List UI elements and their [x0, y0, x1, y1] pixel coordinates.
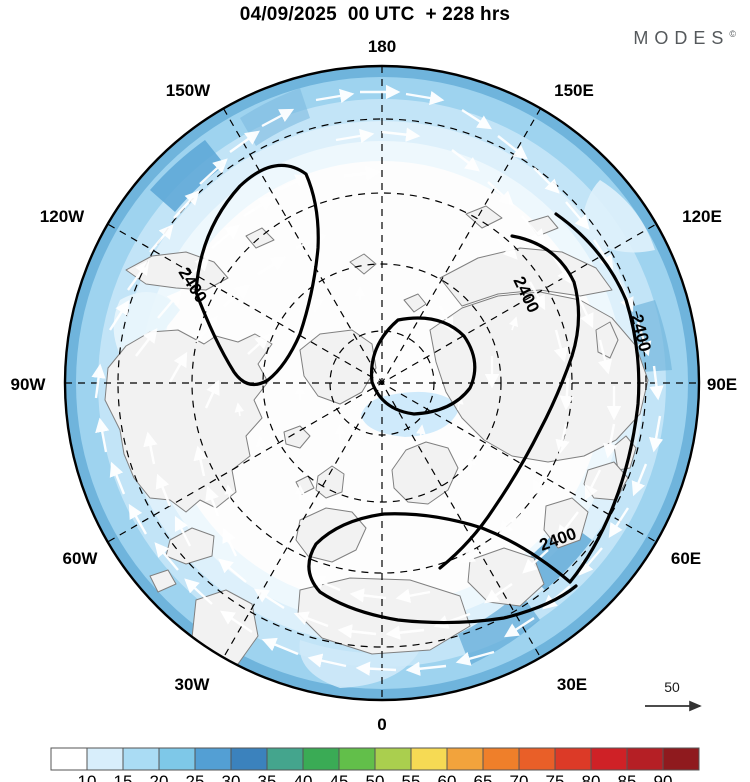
- contour-polar: [369, 316, 477, 416]
- colorbar-labels: 10 15 20 25 30 35 40 45 50 55 60 65 70 75 80 85 90: [78, 772, 673, 782]
- reference-vector: 50: [645, 679, 702, 712]
- height-contours: [194, 163, 641, 625]
- colorbar-cell: [410, 747, 448, 771]
- colorbar-cell: [158, 747, 196, 771]
- colorbar-cell: [554, 747, 592, 771]
- lon-label-120E: 120E: [682, 207, 722, 226]
- lon-label-90W: 90W: [11, 375, 47, 394]
- brand-logo: MODES©: [633, 28, 736, 49]
- lon-label-180: 180: [368, 37, 396, 56]
- contour-south: [307, 512, 578, 625]
- colorbar-cell: [338, 747, 376, 771]
- colorbar-tick-label: 45: [330, 772, 349, 782]
- colorbar-tick-label: 25: [186, 772, 205, 782]
- lon-label-0: 0: [377, 715, 386, 734]
- lon-label-30E: 30E: [557, 675, 587, 694]
- lon-label-60E: 60E: [671, 549, 701, 568]
- colorbar-cell: [50, 747, 88, 771]
- colorbar[interactable]: [50, 747, 700, 771]
- brand-text: MODES: [633, 28, 730, 48]
- colorbar-cell: [374, 747, 412, 771]
- globe-boundary: [63, 64, 701, 702]
- lon-label-150W: 150W: [166, 81, 211, 100]
- colorbar-cell: [302, 747, 340, 771]
- contour-nw: [194, 163, 320, 387]
- colorbar-cell: [266, 747, 304, 771]
- colorbar-tick-label: 85: [618, 772, 637, 782]
- colorbar-cell: [482, 747, 520, 771]
- longitude-labels: 180 150W 120W 90W 60W 30W 0 30E 60E 90E …: [11, 37, 738, 734]
- longitude-grid: [65, 66, 699, 700]
- colorbar-cell: [518, 747, 556, 771]
- contour-east-outer: [554, 212, 641, 584]
- wind-vectors: [91, 84, 664, 676]
- lon-label-150E: 150E: [554, 81, 594, 100]
- colorbar-tick-label: 10: [78, 772, 97, 782]
- colorbar-cell: [194, 747, 232, 771]
- colorbar-tick-label: 40: [294, 772, 313, 782]
- colorbar-tick-label: 75: [546, 772, 565, 782]
- colorbar-tick-label: 65: [474, 772, 493, 782]
- colorbar-tick-label: 60: [438, 772, 457, 782]
- contour-east-inner: [438, 234, 581, 570]
- colorbar-cell: [446, 747, 484, 771]
- colorbar-tick-label: 30: [222, 772, 241, 782]
- colorbar-cell: [662, 747, 700, 771]
- colorbar-tick-label: 35: [258, 772, 277, 782]
- colorbar-tick-label: 55: [402, 772, 421, 782]
- colorbar-cell: [86, 747, 124, 771]
- colorbar-tick-label: 90: [654, 772, 673, 782]
- lon-label-30W: 30W: [175, 675, 211, 694]
- lat-circle-30: [117, 118, 647, 648]
- colorbar-cell: [590, 747, 628, 771]
- coastlines: [104, 205, 649, 665]
- lon-label-120W: 120W: [40, 207, 85, 226]
- colorbar-tick-label: 15: [114, 772, 133, 782]
- colorbar-cell: [122, 747, 160, 771]
- colorbar-tick-label: 80: [582, 772, 601, 782]
- lon-label-60W: 60W: [63, 549, 99, 568]
- reference-vector-label: 50: [664, 679, 680, 695]
- colorbar-tick-label: 70: [510, 772, 529, 782]
- page-title: 04/09/2025 00 UTC + 228 hrs: [239, 4, 511, 25]
- colorbar-tick-label: 50: [366, 772, 385, 782]
- lon-label-90E: 90E: [707, 375, 737, 394]
- colorbar-tick-label: 20: [150, 772, 169, 782]
- colorbar-cell: [230, 747, 268, 771]
- copyright-icon: ©: [729, 29, 736, 39]
- colorbar-cell: [626, 747, 664, 771]
